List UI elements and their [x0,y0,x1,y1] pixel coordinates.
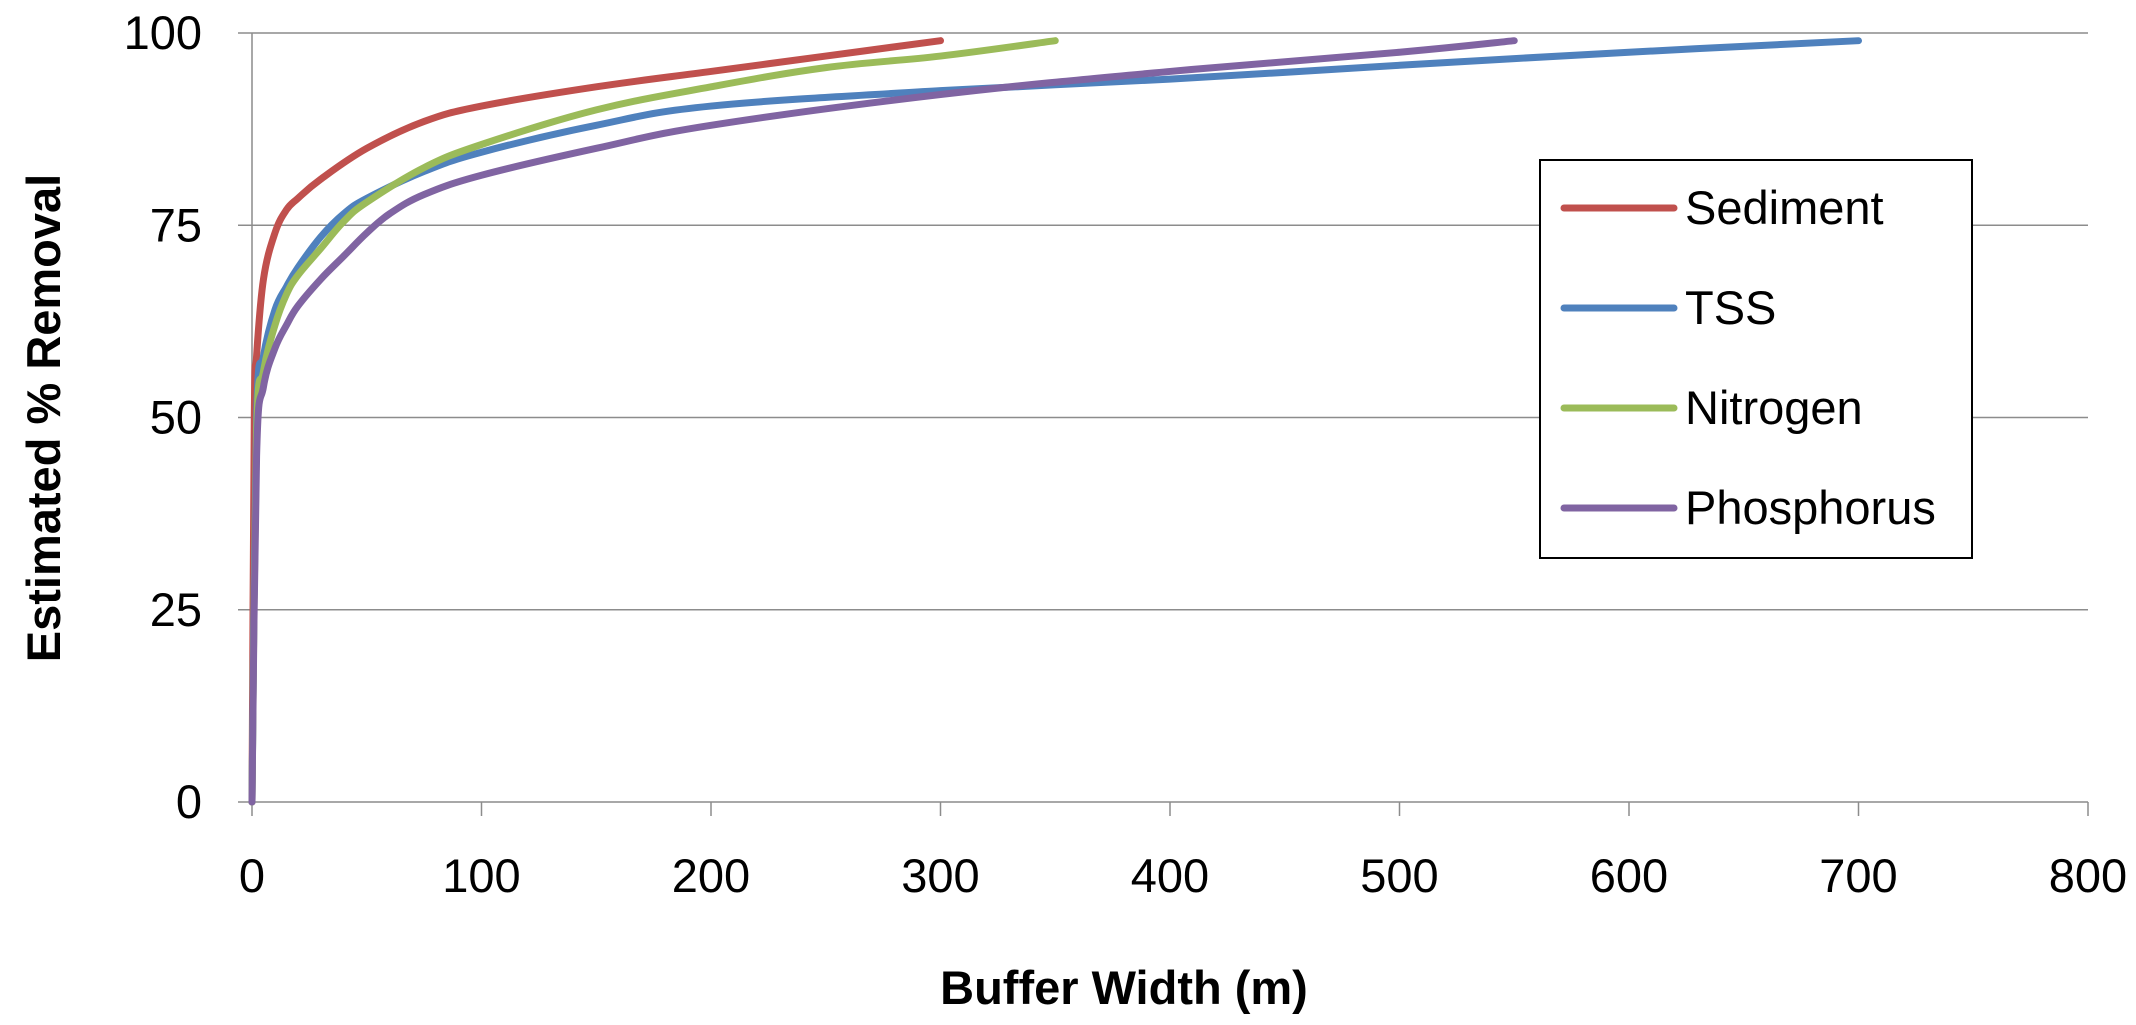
x-axis-title: Buffer Width (m) [940,961,1308,1014]
x-tick-label: 700 [1819,849,1897,902]
x-tick-label: 500 [1360,849,1438,902]
legend-label-nitrogen: Nitrogen [1685,381,1863,434]
x-tick-label: 800 [2049,849,2127,902]
x-tick-label: 100 [442,849,520,902]
series-line-nitrogen [248,37,1059,806]
y-tick-label: 75 [150,198,202,251]
x-tick-label: 300 [901,849,979,902]
x-tick-label: 600 [1590,849,1668,902]
legend-label-phosphorus: Phosphorus [1685,481,1936,534]
legend-label-tss: TSS [1685,281,1776,334]
y-tick-label: 50 [150,391,202,444]
series-line-phosphorus [248,37,1518,806]
legend-label-sediment: Sediment [1685,181,1884,234]
y-tick-label: 25 [150,583,202,636]
x-tick-label: 400 [1131,849,1209,902]
x-tick-label: 200 [672,849,750,902]
legend: Sediment TSS Nitrogen Phosphorus [1539,159,1973,559]
series-line-tss [248,37,1862,806]
legend-box [1539,159,1973,559]
x-tick-label: 0 [239,849,265,902]
y-tick-label: 0 [176,775,202,828]
series-line-sediment [248,37,944,806]
y-axis-title: Estimated % Removal [17,174,70,662]
y-tick-label: 100 [124,6,202,59]
series-lines [248,37,1862,806]
